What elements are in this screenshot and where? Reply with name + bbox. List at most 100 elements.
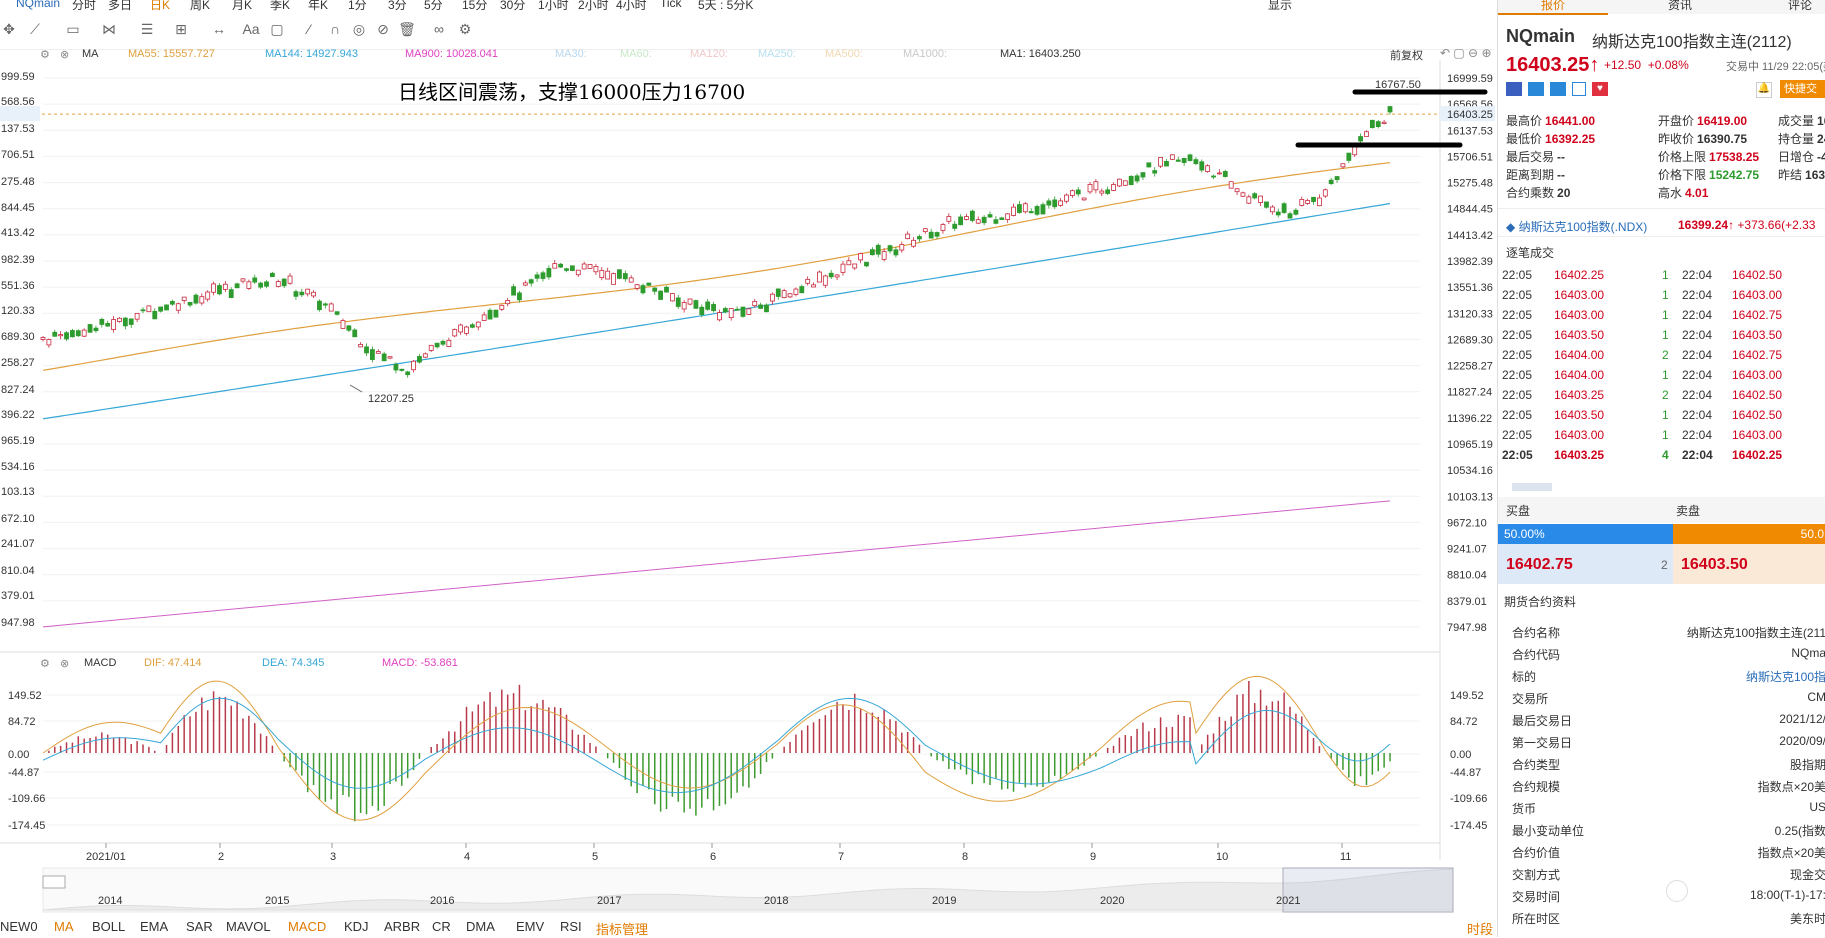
shape-tool-icon[interactable]: ▭ (66, 21, 80, 37)
crosshair-icon[interactable]: ✥ (3, 21, 15, 37)
macd-item-2[interactable]: MACD: -53.861 (382, 657, 458, 669)
indicator-tab-12[interactable]: RSI (560, 919, 582, 934)
candle-body (564, 268, 569, 271)
undo-icon[interactable]: ↶ ▢ ⊖ ⊕ (1440, 46, 1492, 60)
ma-item-8[interactable]: MA1000: (903, 48, 948, 60)
menu-item-15[interactable]: 4小时 (616, 0, 647, 12)
menu-item-5[interactable]: 月K (232, 0, 253, 12)
lock-icon[interactable]: ⊘ (377, 21, 389, 37)
menu-item-4[interactable]: 周K (190, 0, 211, 12)
comment-tool-icon[interactable]: ▢ (270, 21, 284, 37)
settings-icon[interactable]: ⚙ (40, 658, 50, 670)
menu-item-14[interactable]: 2小时 (578, 0, 609, 12)
menu-item-18[interactable]: 显示 (1268, 0, 1293, 12)
session-button[interactable]: 时段 (1467, 922, 1494, 937)
ma-item-3[interactable]: MA30: (555, 48, 587, 60)
indicator-tab-3[interactable]: EMA (140, 919, 169, 934)
contract-row: 标的 纳斯达克100指 (1512, 668, 1825, 690)
y-tick-right: 14413.42 (1447, 230, 1493, 242)
kline-chart[interactable]: 16999.5916568.5616137.5315706.5115275.48… (0, 0, 1495, 917)
close-icon[interactable]: ⊗ (60, 49, 70, 61)
menu-item-3[interactable]: 日K (150, 0, 171, 12)
ma-item-0[interactable]: MA55: 15557.727 (128, 48, 215, 60)
ask-price[interactable]: 16403.50 (1681, 556, 1748, 573)
quick-trade-button[interactable]: 快捷交 (1780, 80, 1825, 98)
measure-tool-icon[interactable]: ⊞ (175, 21, 187, 37)
ma-item-2[interactable]: MA900: 10028.041 (405, 48, 498, 60)
chevron-up-icon[interactable]: ⌃ (1662, 196, 1671, 207)
brush-tool-icon[interactable]: ⁄ (307, 21, 311, 37)
bid-price[interactable]: 16402.75 (1506, 556, 1573, 573)
candle-body (264, 281, 269, 287)
macd-item-1[interactable]: DEA: 74.345 (262, 657, 325, 669)
contract-value[interactable]: 纳斯达克100指 (1745, 670, 1825, 684)
link-icon[interactable]: ∞ (434, 21, 444, 37)
stat-10: 价格下限 15242.75 (1658, 166, 1759, 183)
indicator-tab-5[interactable]: MAVOL (226, 919, 271, 934)
indicator-tab-0[interactable]: NEW0 (0, 919, 38, 934)
trash-icon[interactable]: 🗑 (398, 21, 416, 37)
menu-item-2[interactable]: 多日 (108, 0, 133, 12)
ma-item-7[interactable]: MA500: (825, 48, 863, 60)
menu-item-1[interactable]: 分时 (72, 0, 97, 12)
candle-body (1364, 131, 1369, 137)
ma-item-4[interactable]: MA60: (620, 48, 652, 60)
tab-comments[interactable]: 评论 (1788, 0, 1813, 12)
tab-news[interactable]: 资讯 (1668, 0, 1693, 12)
menu-item-9[interactable]: 3分 (388, 0, 407, 12)
candle-body (446, 339, 452, 347)
magnet-icon[interactable]: ∩ (329, 21, 341, 37)
contract-title: 期货合约资料 (1504, 595, 1577, 609)
settings-icon[interactable]: ⚙ (458, 21, 472, 37)
tab-quote[interactable]: 报价 (1498, 0, 1608, 15)
arrow-tool-icon[interactable]: ↔ (212, 21, 226, 37)
ma-item-1[interactable]: MA144: 14927.943 (265, 48, 358, 60)
macd-name[interactable]: MACD (84, 657, 117, 669)
menu-item-12[interactable]: 30分 (500, 0, 526, 12)
indicator-tab-6[interactable]: MACD (288, 919, 327, 934)
text-tool-icon[interactable]: Aa (242, 21, 260, 37)
menu-item-17[interactable]: 5天 : 5分K (698, 0, 754, 12)
pen-tool-icon[interactable]: ⟋ (30, 21, 40, 37)
menu-item-13[interactable]: 1小时 (538, 0, 569, 12)
indicator-tab-1[interactable]: MA (54, 919, 74, 934)
menu-item-16[interactable]: Tick (660, 0, 682, 10)
menu-item-10[interactable]: 5分 (424, 0, 443, 12)
macd-item-0[interactable]: DIF: 47.414 (144, 657, 202, 669)
menu-item-8[interactable]: 1分 (348, 0, 367, 12)
bell-icon[interactable]: 🔔 (1756, 82, 1772, 98)
indicator-tab-10[interactable]: DMA (466, 919, 495, 934)
indicator-tab-7[interactable]: KDJ (344, 919, 369, 934)
ma-name[interactable]: MA (82, 48, 99, 60)
adjust-label[interactable]: 前复权 (1390, 50, 1423, 62)
ma-item-9[interactable]: MA1: 16403.250 (1000, 48, 1081, 60)
eye-icon[interactable]: ◎ (352, 21, 366, 37)
trend-tool-icon[interactable]: ⋈ (102, 21, 116, 37)
stat-value: -4601 (1817, 150, 1825, 164)
indicator-tab-9[interactable]: CR (432, 919, 451, 934)
indicator-tab-8[interactable]: ARBR (384, 919, 421, 934)
tick-cell: 2 (1662, 388, 1669, 402)
menu-item-6[interactable]: 季K (270, 0, 291, 12)
menu-item-11[interactable]: 15分 (462, 0, 488, 12)
doc-icon[interactable] (1572, 82, 1586, 96)
fib-tool-icon[interactable]: ☰ (140, 21, 154, 37)
indicator-tab-2[interactable]: BOLL (92, 919, 126, 934)
settings-icon[interactable]: ⚙ (40, 49, 50, 61)
heart-icon[interactable]: ♥ (1592, 82, 1608, 96)
related-index[interactable]: ◆ 纳斯达克100指数(.NDX) (1506, 220, 1648, 234)
ma-item-6[interactable]: MA250: (758, 48, 796, 60)
menu-item-0[interactable]: NQmain (16, 0, 61, 10)
indicator-tab-4[interactable]: SAR (186, 919, 213, 934)
menu-item-7[interactable]: 年K (308, 0, 329, 12)
ma-item-5[interactable]: MA120: (690, 48, 728, 60)
candle-body (734, 308, 740, 311)
lightning-icon[interactable] (1528, 82, 1544, 96)
scroll-indicator[interactable] (1512, 483, 1552, 491)
person-icon[interactable] (1550, 82, 1566, 96)
indicator-tab-13[interactable]: 指标管理 (596, 922, 649, 937)
close-icon[interactable]: ⊗ (60, 658, 70, 670)
indicator-tab-11[interactable]: EMV (516, 919, 545, 934)
contract-value: US (1809, 800, 1825, 814)
candle-body (840, 263, 846, 273)
